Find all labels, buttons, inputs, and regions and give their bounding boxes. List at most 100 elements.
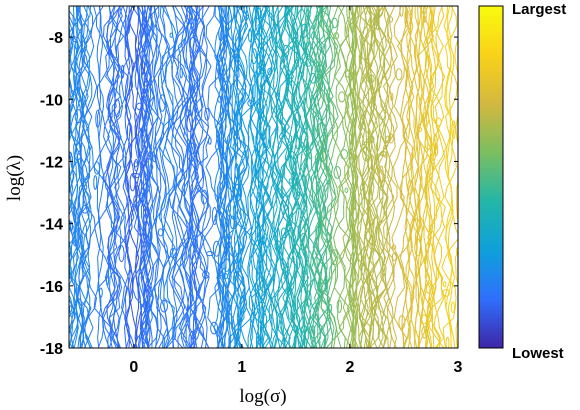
contour-island <box>133 159 139 172</box>
contour-line <box>345 6 355 348</box>
contour-line <box>408 6 418 348</box>
contour-island <box>185 109 191 117</box>
contour-island <box>385 135 391 143</box>
contour-line <box>268 6 279 348</box>
contour-island <box>308 151 312 160</box>
contour-island <box>95 109 101 128</box>
contour-island <box>261 235 266 245</box>
contour-island <box>254 8 262 20</box>
contour-line <box>247 6 254 348</box>
contour-island <box>251 48 258 65</box>
colorbar <box>478 5 504 349</box>
contour-line <box>153 6 163 348</box>
contour-island <box>388 16 394 23</box>
contour-line <box>413 6 423 348</box>
contour-island <box>208 137 212 145</box>
contour-island <box>263 132 267 149</box>
contour-island <box>135 102 144 111</box>
contour-island <box>258 59 266 74</box>
contour-island <box>300 325 308 334</box>
contour-island <box>76 86 81 93</box>
contour-line <box>310 6 323 348</box>
contour-line <box>144 6 155 348</box>
contour-line <box>429 6 445 348</box>
contour-island <box>340 149 349 160</box>
contour-island <box>132 172 140 179</box>
contour-line <box>177 6 193 348</box>
contour-island <box>108 48 113 55</box>
contour-line <box>168 6 189 348</box>
contour-island <box>399 6 404 17</box>
contour-island <box>275 92 280 100</box>
contour-island <box>160 299 168 313</box>
contour-island <box>240 295 247 314</box>
contour-line <box>417 6 424 348</box>
contour-island <box>259 278 268 293</box>
contour-island <box>105 270 110 287</box>
contour-line <box>327 6 342 348</box>
contour-island <box>375 14 380 31</box>
contour-island <box>416 126 423 133</box>
contour-island <box>344 187 349 194</box>
contour-island <box>362 146 370 162</box>
contour-island <box>299 232 308 251</box>
contour-island <box>392 244 396 250</box>
contour-island <box>141 192 145 203</box>
y-axis: -18 -16 -14 -12 -10 -8 <box>40 30 458 358</box>
contour-line <box>353 6 362 348</box>
x-axis-label: log(σ) <box>239 386 286 407</box>
contour-line <box>106 6 125 348</box>
x-tick-label: 2 <box>345 359 354 376</box>
contour-island <box>118 245 125 263</box>
y-tick-label: -12 <box>40 154 63 171</box>
contour-line <box>148 6 165 348</box>
contour-island <box>377 6 384 17</box>
contour-line <box>224 6 232 348</box>
contour-line <box>307 6 323 348</box>
contour-island <box>425 282 432 294</box>
contour-island <box>223 258 231 272</box>
contour-island <box>300 23 308 38</box>
contour-line <box>272 6 290 348</box>
contour-line <box>72 6 79 348</box>
contour-island <box>129 173 136 192</box>
contour-island <box>186 113 194 133</box>
contour-island <box>450 301 455 314</box>
contour-island <box>309 73 317 84</box>
contour-line <box>215 6 223 348</box>
y-tick-label: -14 <box>40 217 63 234</box>
contour-line <box>191 6 206 348</box>
contour-line <box>163 6 176 348</box>
contour-island <box>315 76 322 90</box>
contour-line <box>277 6 295 348</box>
contour-island <box>390 92 394 102</box>
contour-island <box>218 25 224 42</box>
contour-line <box>80 6 91 348</box>
contour-island <box>204 107 210 121</box>
contour-island <box>398 315 406 330</box>
contour-line <box>154 6 171 348</box>
contour-line <box>316 6 328 348</box>
contour-island <box>368 135 375 144</box>
contour-line <box>396 6 414 348</box>
contour-island <box>443 281 447 288</box>
contour-island <box>435 117 442 127</box>
contour-line <box>201 6 209 348</box>
contour-island <box>295 137 300 150</box>
contour-line <box>349 6 359 348</box>
contour-island <box>217 96 223 103</box>
contour-island <box>71 36 78 43</box>
contour-line <box>358 6 376 348</box>
contour-island <box>328 303 333 312</box>
contour-line <box>139 6 153 348</box>
contour-island <box>345 69 353 78</box>
contour-island <box>233 183 242 202</box>
contour-line <box>69 9 78 330</box>
contour-line <box>97 6 105 348</box>
contour-line <box>189 6 201 348</box>
contour-island <box>74 109 83 124</box>
contour-island <box>310 325 316 339</box>
contour-line <box>378 6 390 348</box>
contour-island <box>206 251 214 257</box>
contour-island <box>330 249 339 266</box>
